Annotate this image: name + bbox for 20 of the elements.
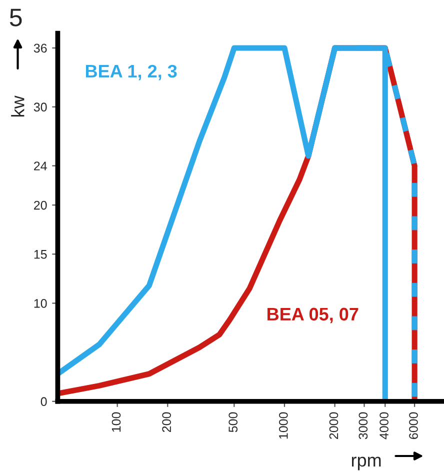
series-label: BEA 05, 07 — [268, 308, 358, 324]
y-tick-label: 24 — [34, 162, 47, 170]
y-tick-label: 30 — [34, 102, 47, 112]
y-axis-title: kw — [11, 96, 24, 117]
chart-title: 5 — [10, 8, 22, 26]
x-tick-label: 1000 — [278, 412, 288, 439]
y-tick-label: 15 — [34, 250, 47, 259]
x-tick-label: 4000 — [380, 412, 388, 440]
text: BEA 1, 2, 3 — [86, 64, 177, 80]
y-tick-label: 20 — [34, 200, 47, 210]
y-tick-label: 10 — [34, 299, 47, 308]
y-tick-label: 0 — [40, 397, 47, 406]
x-tick-label: 2000 — [329, 412, 338, 439]
x-tick-label: 6000 — [409, 412, 418, 439]
x-tick-label: 3000 — [358, 412, 368, 440]
x-tick-label: 100 — [112, 412, 121, 432]
y-tick-label: 36 — [34, 44, 47, 53]
x-tick-label: 200 — [162, 412, 171, 432]
x-axis-title: rpm — [352, 456, 381, 470]
x-tick-label: 500 — [228, 412, 238, 432]
